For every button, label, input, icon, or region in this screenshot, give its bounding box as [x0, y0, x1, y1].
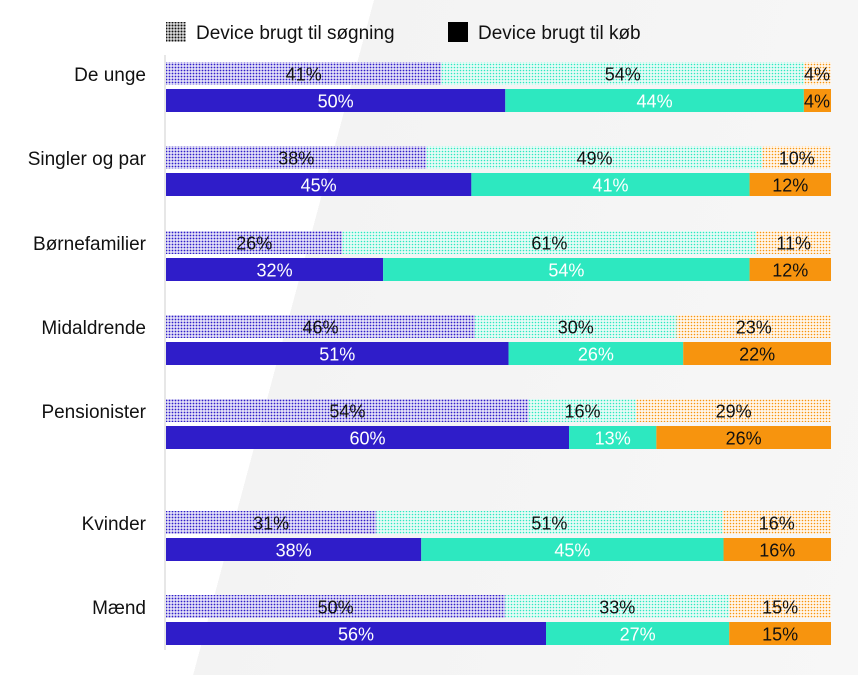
legend-swatch-buy [448, 22, 468, 42]
data-label: 4% [804, 92, 830, 112]
search-bar-segment [166, 146, 427, 169]
buy-bar-segment [546, 622, 730, 645]
buy-bar-segment [166, 89, 506, 112]
buy-bar-segment [508, 342, 684, 365]
search-bar-segment [804, 62, 831, 85]
data-label: 12% [772, 261, 808, 281]
buy-bar-segment [729, 622, 831, 645]
data-label: 4% [804, 65, 830, 85]
data-label: 41% [592, 176, 628, 196]
data-label: 27% [620, 625, 656, 645]
search-bar-segment [528, 399, 637, 422]
buy-bar-segment [166, 538, 422, 561]
search-bar-segment [505, 595, 730, 618]
buy-bar-segment [166, 622, 546, 645]
data-label: 29% [716, 402, 752, 422]
data-label: 16% [759, 514, 795, 534]
search-bar-segment [166, 511, 377, 534]
data-label: 15% [762, 625, 798, 645]
buy-bar-segment [656, 426, 831, 449]
data-label: 49% [576, 149, 612, 169]
data-label: 41% [286, 65, 322, 85]
data-label: 11% [776, 234, 811, 254]
data-label: 26% [236, 234, 272, 254]
buy-bar-segment [723, 538, 831, 561]
buy-bar-segment [166, 426, 570, 449]
data-label: 22% [739, 345, 775, 365]
buy-bar-segment [505, 89, 804, 112]
data-label: 56% [338, 625, 374, 645]
search-bar-segment [166, 595, 506, 618]
legend: Device brugt til søgning Device brugt ti… [166, 22, 641, 44]
data-label: 16% [759, 541, 795, 561]
search-bar-segment [166, 231, 343, 254]
legend-label-search: Device brugt til søgning [196, 23, 395, 44]
search-bar-segment [762, 146, 831, 169]
search-bar-segment [636, 399, 831, 422]
buy-bar-segment [569, 426, 657, 449]
data-label: 54% [548, 261, 584, 281]
data-label: 44% [637, 92, 673, 112]
search-bar-segment [441, 62, 805, 85]
data-label: 13% [595, 429, 631, 449]
search-bar-segment [474, 315, 677, 338]
category-label: Singler og par [28, 149, 147, 170]
search-bar-segment [729, 595, 831, 618]
category-label: De unge [74, 65, 146, 86]
search-bar-segment [166, 399, 529, 422]
data-label: 31% [253, 514, 289, 534]
data-label: 51% [531, 514, 567, 534]
category-label: Kvinder [82, 514, 147, 535]
search-bar-segment [166, 62, 442, 85]
category-label: Pensionister [41, 402, 146, 423]
search-bar-segment [426, 146, 763, 169]
buy-bar-segment [683, 342, 831, 365]
search-bar-segment [376, 511, 723, 534]
data-label: 23% [736, 318, 772, 338]
data-label: 15% [762, 598, 798, 618]
legend-swatch-search [166, 22, 186, 42]
category-label: Børnefamilier [33, 234, 147, 255]
data-label: 45% [554, 541, 590, 561]
data-label: 54% [329, 402, 365, 422]
data-label: 26% [726, 429, 762, 449]
search-bar-segment [722, 511, 831, 534]
data-label: 50% [318, 598, 354, 618]
legend-label-buy: Device brugt til køb [478, 23, 641, 44]
buy-bar-segment [421, 538, 724, 561]
data-label: 26% [578, 345, 614, 365]
data-label: 12% [772, 176, 808, 196]
data-label: 32% [257, 261, 293, 281]
data-label: 38% [278, 149, 314, 169]
search-bar-segment [166, 315, 475, 338]
data-label: 54% [605, 65, 641, 85]
data-label: 50% [318, 92, 354, 112]
buy-bar-segment [166, 173, 472, 196]
data-label: 38% [276, 541, 312, 561]
data-label: 60% [350, 429, 386, 449]
buy-bar-segment [166, 258, 384, 281]
data-label: 30% [558, 318, 594, 338]
buy-bar-segment [471, 173, 750, 196]
search-bar-segment [342, 231, 757, 254]
buy-bar-segment [803, 89, 831, 112]
buy-bar-segment [166, 342, 509, 365]
category-label: Mænd [92, 598, 146, 619]
plot-area: De unge 41% 54% 4% 50% 44% 4% Singler og par 38%… [28, 62, 831, 645]
category-label: Midaldrende [41, 318, 146, 339]
data-label: 33% [599, 598, 635, 618]
data-label: 51% [319, 345, 355, 365]
search-bar-segment [756, 231, 831, 254]
buy-bar-segment [749, 173, 831, 196]
data-label: 10% [779, 149, 815, 169]
data-label: 46% [302, 318, 338, 338]
data-label: 45% [301, 176, 337, 196]
buy-bar-segment [749, 258, 831, 281]
data-label: 16% [564, 402, 600, 422]
buy-bar-segment [383, 258, 750, 281]
data-label: 61% [531, 234, 567, 254]
search-bar-segment [676, 315, 831, 338]
